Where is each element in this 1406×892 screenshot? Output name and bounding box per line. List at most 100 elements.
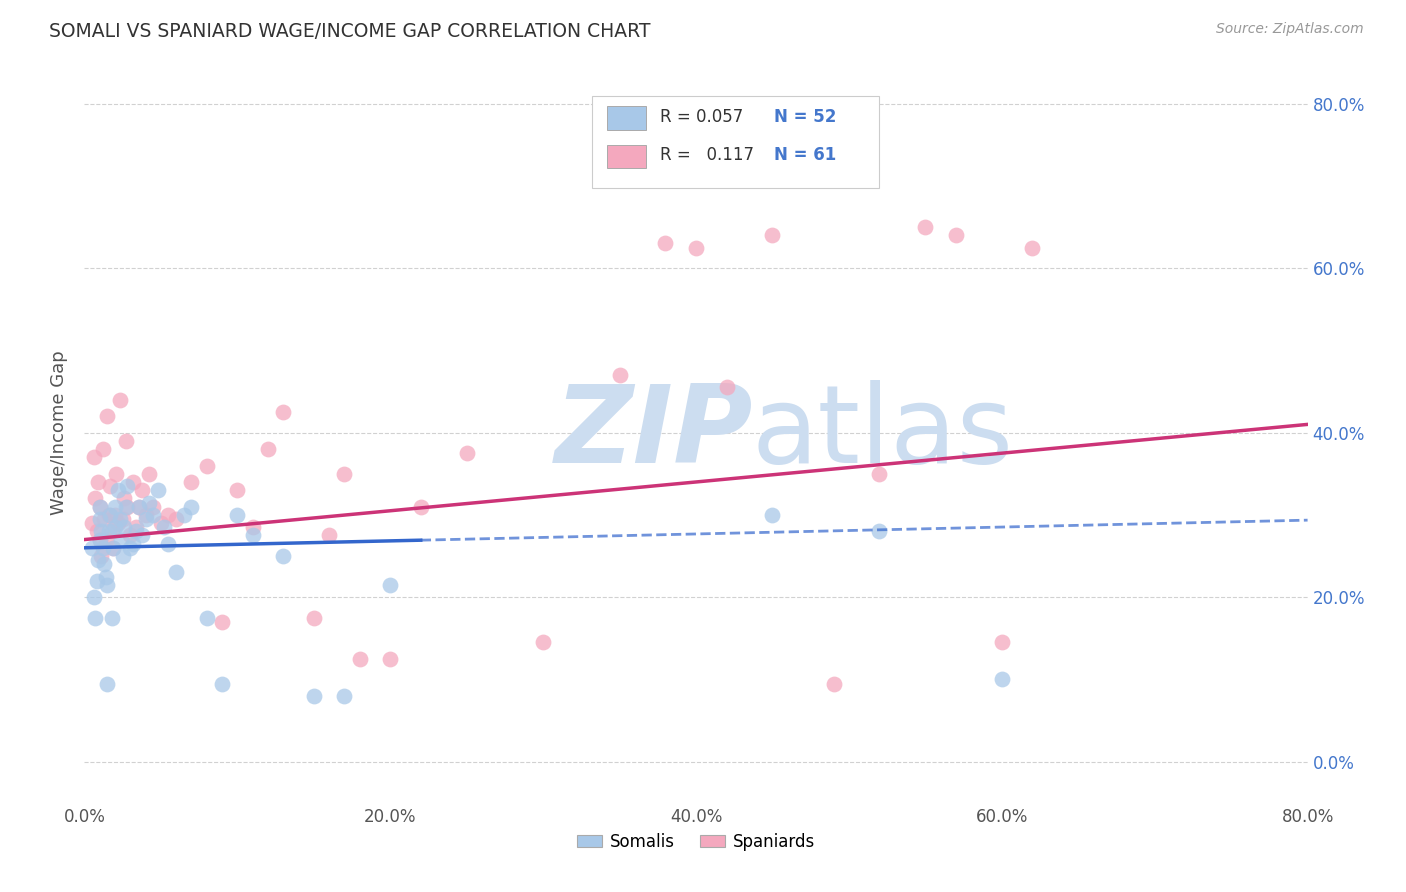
Point — [142, 508, 165, 522]
Point — [115, 479, 138, 493]
Point — [104, 520, 127, 534]
Point — [761, 228, 783, 243]
Point — [869, 467, 891, 481]
Point — [157, 508, 180, 522]
Point — [122, 475, 145, 489]
Point — [108, 392, 131, 407]
Point — [86, 524, 108, 539]
Point — [107, 483, 129, 498]
Point — [914, 219, 936, 234]
Point — [80, 516, 103, 530]
Point — [131, 528, 153, 542]
Point — [211, 676, 233, 690]
Point — [93, 512, 115, 526]
Point — [89, 512, 111, 526]
Legend: Somalis, Spaniards: Somalis, Spaniards — [569, 826, 823, 857]
Point — [173, 508, 195, 522]
Point — [112, 520, 135, 534]
Point — [87, 553, 110, 567]
Point — [110, 533, 132, 547]
Point — [89, 500, 111, 514]
Point — [91, 442, 114, 456]
Point — [142, 500, 165, 514]
Point — [271, 549, 294, 563]
Point — [96, 409, 118, 424]
Point — [94, 569, 117, 583]
Point — [115, 500, 138, 514]
Point — [120, 528, 142, 542]
Point — [103, 541, 125, 555]
Point — [135, 512, 157, 526]
Point — [101, 524, 124, 539]
Text: N = 52: N = 52 — [775, 108, 837, 126]
Point — [114, 500, 136, 514]
Point — [761, 508, 783, 522]
Point — [180, 475, 202, 489]
Point — [111, 549, 134, 563]
Point — [104, 508, 127, 522]
Text: SOMALI VS SPANIARD WAGE/INCOME GAP CORRELATION CHART: SOMALI VS SPANIARD WAGE/INCOME GAP CORRE… — [49, 22, 651, 41]
Point — [257, 442, 280, 456]
Point — [226, 483, 249, 498]
Point — [135, 508, 157, 522]
Point — [318, 528, 340, 542]
Point — [242, 528, 264, 542]
Point — [86, 574, 108, 588]
Point — [242, 520, 264, 534]
Point — [302, 610, 325, 624]
Point — [153, 520, 176, 534]
Point — [105, 467, 128, 481]
Point — [409, 500, 432, 514]
Point — [333, 467, 356, 481]
Point — [103, 541, 125, 555]
Point — [271, 405, 294, 419]
Point — [114, 434, 136, 448]
Point — [96, 676, 118, 690]
Point — [89, 533, 111, 547]
Point — [96, 578, 118, 592]
Point — [211, 615, 233, 629]
Point — [120, 541, 142, 555]
Point — [146, 483, 169, 498]
Point — [138, 467, 160, 481]
Point — [111, 512, 134, 526]
Point — [869, 524, 891, 539]
Text: R = 0.057: R = 0.057 — [661, 108, 744, 126]
Point — [302, 689, 325, 703]
Point — [128, 500, 150, 514]
Point — [83, 450, 105, 465]
Y-axis label: Wage/Income Gap: Wage/Income Gap — [49, 351, 67, 515]
Text: Source: ZipAtlas.com: Source: ZipAtlas.com — [1216, 22, 1364, 37]
Point — [84, 491, 107, 506]
Point — [97, 508, 120, 522]
Point — [122, 536, 145, 550]
Point — [165, 566, 187, 580]
Point — [93, 558, 115, 572]
Point — [94, 533, 117, 547]
Point — [195, 610, 218, 624]
Point — [89, 500, 111, 514]
Point — [654, 236, 676, 251]
Point — [107, 516, 129, 530]
Point — [84, 610, 107, 624]
Point — [80, 541, 103, 555]
Point — [349, 652, 371, 666]
Point — [609, 368, 631, 382]
Point — [97, 524, 120, 539]
Point — [138, 495, 160, 509]
Text: N = 61: N = 61 — [775, 146, 837, 164]
Point — [333, 689, 356, 703]
Point — [91, 541, 114, 555]
Point — [90, 524, 112, 539]
Bar — [592, 95, 880, 188]
Point — [128, 500, 150, 514]
Point — [180, 500, 202, 514]
Text: atlas: atlas — [751, 380, 1012, 485]
Point — [685, 240, 707, 254]
Point — [716, 380, 738, 394]
Bar — [606, 106, 645, 130]
Bar — [606, 145, 645, 169]
Point — [98, 508, 121, 522]
Point — [112, 491, 135, 506]
Point — [131, 483, 153, 498]
